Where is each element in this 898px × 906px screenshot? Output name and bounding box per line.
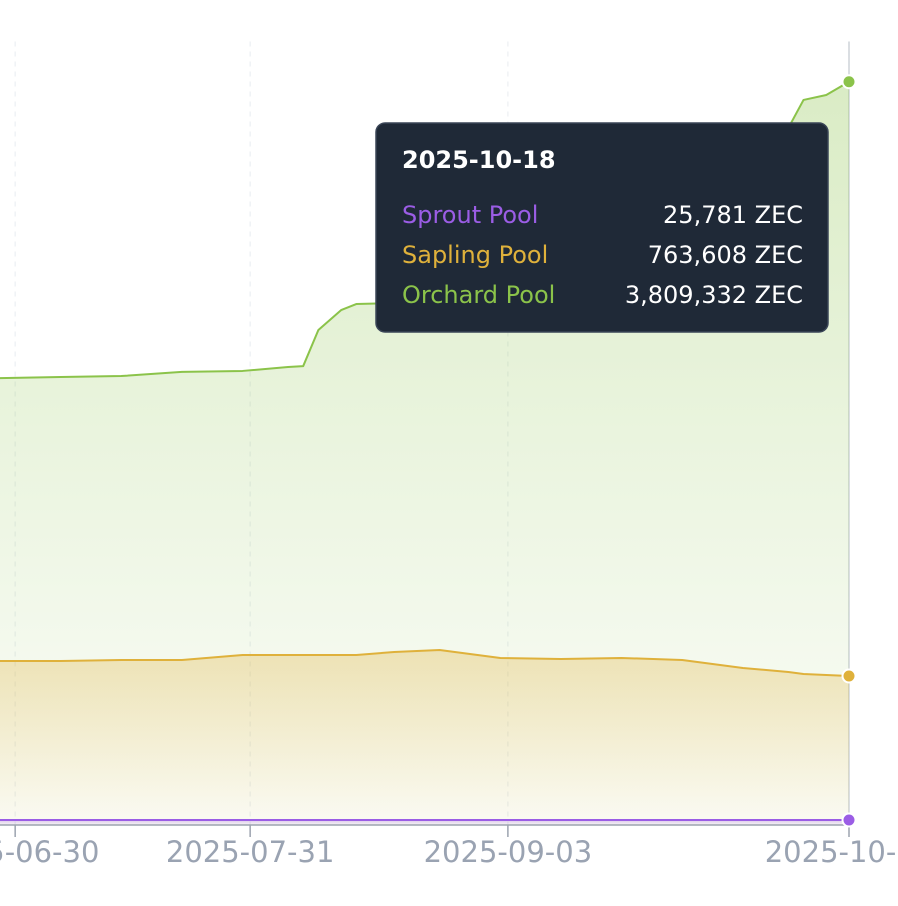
tooltip-value: 25,781 ZEC (663, 201, 803, 229)
area-fill (0, 649, 849, 825)
series-line (0, 648, 850, 677)
tooltip: 2025-10-18 Sprout Pool 25,781 ZEC Sapling … (375, 122, 829, 333)
area-fill (0, 819, 849, 825)
tooltip-series-name: Sprout Pool (402, 201, 538, 229)
x-tick-label: 2025-07-31 (166, 835, 335, 869)
end-dot (841, 74, 857, 90)
x-tick-label: 2025-10-18 (765, 835, 898, 869)
tooltip-value: 763,608 ZEC (648, 241, 803, 269)
end-dot (841, 668, 857, 684)
dots (841, 74, 857, 828)
x-tick-label: 2025-09-03 (424, 835, 593, 869)
tooltip-title: 2025-10-18 (402, 146, 556, 174)
tooltip-series-name: Sapling Pool (402, 241, 548, 269)
tooltip-value: 3,809,332 ZEC (625, 281, 803, 309)
end-dot (841, 812, 857, 828)
x-tick-label: 2025-06-30 (0, 835, 99, 869)
x-axis: 2025-06-30 2025-07-31 2025-09-03 2025-10-18 (0, 824, 898, 869)
tooltip-box (375, 122, 829, 333)
tooltip-series-name: Orchard Pool (402, 281, 555, 309)
